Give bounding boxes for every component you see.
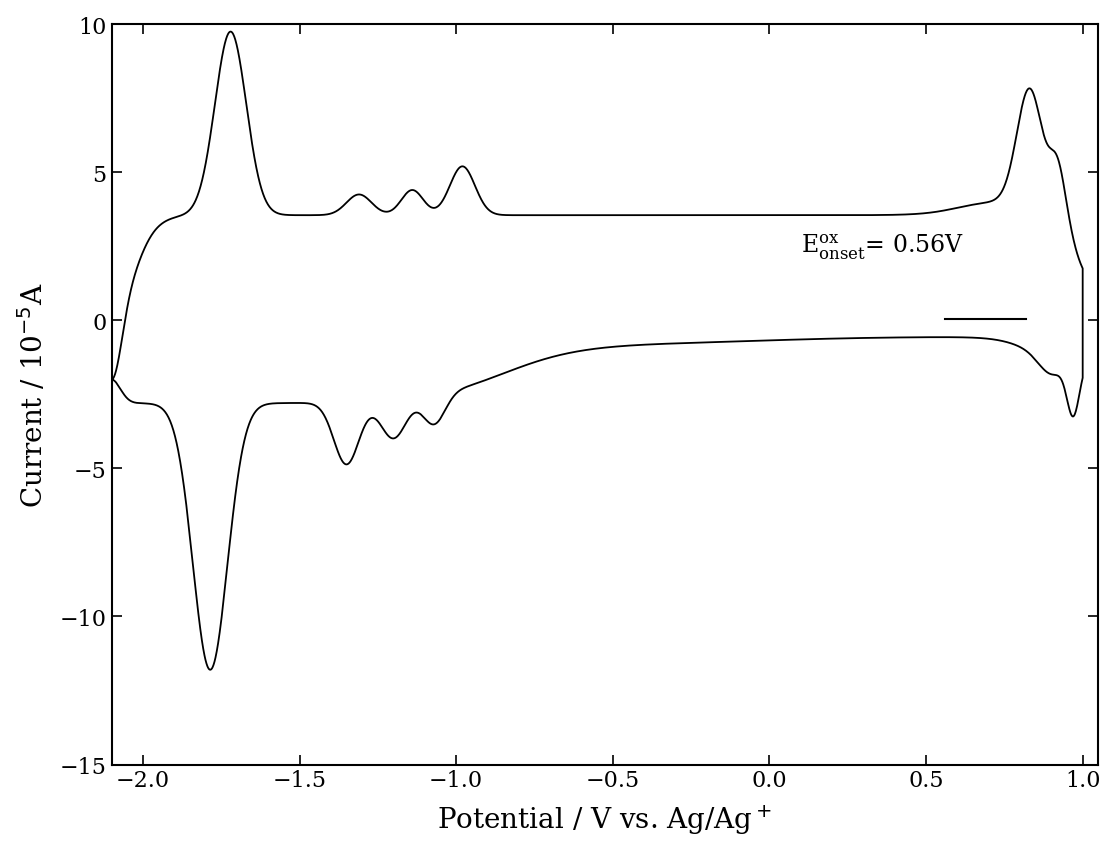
Text: $\mathdefault{E}_{\mathdefault{onset}}^{\mathdefault{ox}}$= 0.56V: $\mathdefault{E}_{\mathdefault{onset}}^{… bbox=[801, 232, 963, 262]
Y-axis label: Current / 10$^{-5}$A: Current / 10$^{-5}$A bbox=[17, 282, 48, 508]
X-axis label: Potential / V vs. Ag/Ag$^+$: Potential / V vs. Ag/Ag$^+$ bbox=[438, 803, 772, 836]
